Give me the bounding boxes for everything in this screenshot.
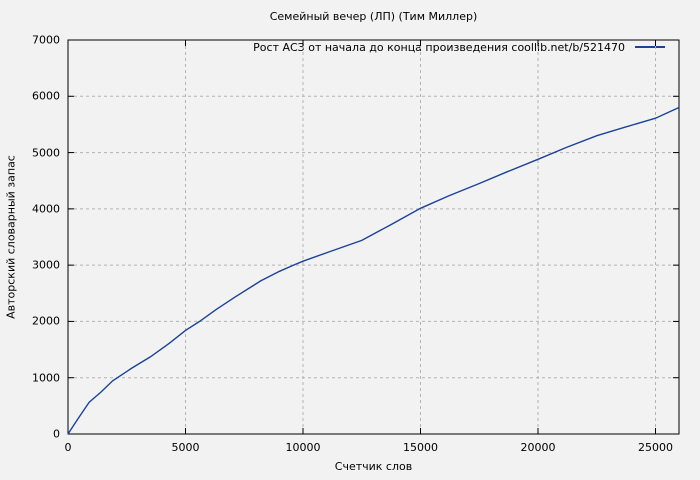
legend-line-sample-icon — [635, 46, 665, 48]
y-tick-label: 0 — [53, 427, 60, 441]
legend-label: Рост АСЗ от начала до конца произведения… — [253, 40, 625, 54]
legend: Рост АСЗ от начала до конца произведения… — [253, 40, 665, 54]
x-tick-label: 25000 — [638, 441, 673, 454]
plot-border — [67, 39, 680, 435]
y-tick-label: 5000 — [32, 146, 60, 160]
x-axis-label: Счетчик слов — [334, 460, 413, 473]
x-tick-label: 20000 — [520, 441, 556, 454]
data-series-line — [67, 106, 680, 435]
y-tick-label: 4000 — [32, 202, 60, 216]
x-tick-label: 5000 — [171, 441, 200, 454]
x-tick-label: 15000 — [403, 441, 438, 454]
y-tick-label: 3000 — [32, 258, 60, 272]
chart-title: Семейный вечер (ЛП) (Тим Миллер) — [269, 10, 478, 23]
y-tick-label: 2000 — [32, 314, 60, 328]
y-tick-label: 7000 — [32, 33, 60, 47]
y-tick-label: 1000 — [32, 371, 60, 385]
y-tick-label: 6000 — [32, 89, 60, 103]
y-axis-label: Авторский словарный запас — [4, 155, 18, 319]
x-tick-label: 0 — [64, 441, 72, 454]
x-tick-label: 10000 — [285, 441, 321, 454]
